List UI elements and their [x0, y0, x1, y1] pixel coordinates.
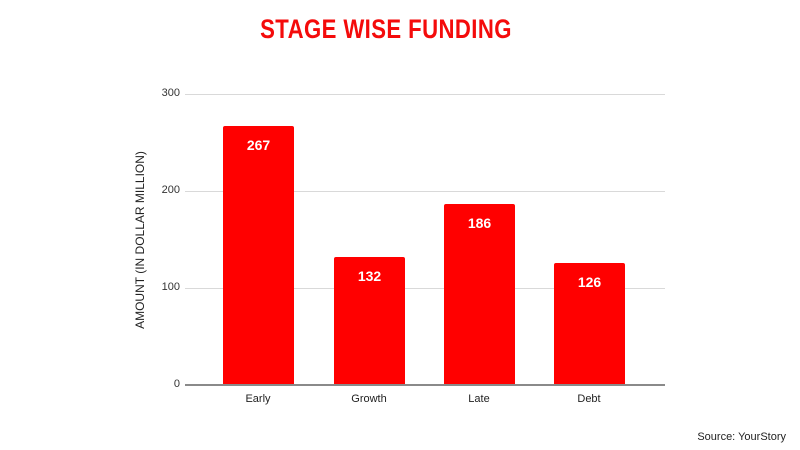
bar-value-label: 186 — [467, 215, 492, 231]
x-axis-line — [185, 384, 665, 386]
plot-area: 267 132 186 126 — [185, 94, 665, 386]
gridline-200 — [185, 191, 665, 192]
bar-growth: 132 — [334, 257, 405, 385]
y-tick-0: 0 — [173, 378, 180, 390]
y-tick-100: 100 — [161, 281, 180, 293]
bar-value-label: 126 — [577, 274, 602, 290]
y-axis-label: AMOUNT (IN DOLLAR MILLION) — [133, 151, 147, 329]
gridline-100 — [185, 288, 665, 289]
chart-title: STAGE WISE FUNDING — [260, 14, 512, 44]
x-tick-early: Early — [245, 393, 271, 405]
x-tick-debt: Debt — [577, 393, 601, 405]
gridline-300 — [185, 94, 665, 95]
bar-value-label: 132 — [357, 268, 382, 284]
y-tick-300: 300 — [161, 87, 180, 99]
x-tick-late: Late — [468, 393, 490, 405]
bar-value-label: 267 — [246, 137, 271, 153]
bar-late: 186 — [444, 204, 515, 385]
bar-early: 267 — [223, 126, 294, 385]
bar-debt: 126 — [554, 263, 625, 385]
x-tick-growth: Growth — [351, 393, 387, 405]
y-tick-200: 200 — [161, 184, 180, 196]
source-note: Source: YourStory — [697, 431, 786, 443]
